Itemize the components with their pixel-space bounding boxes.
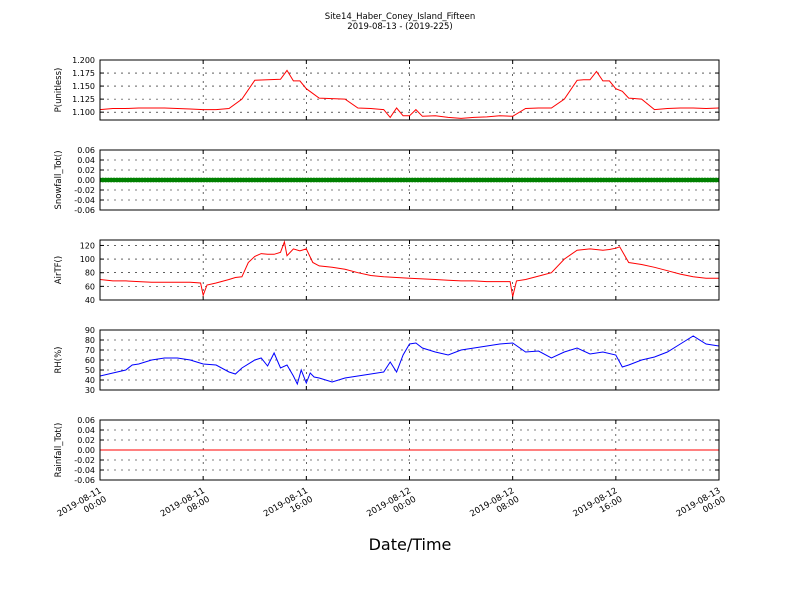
panel-2: -0.06-0.04-0.020.000.020.040.06 Snowfall_…: [54, 146, 720, 215]
y-tick-label: 30: [85, 386, 95, 395]
y-tick-label: 0.04: [77, 426, 95, 435]
series-line-3: [100, 240, 719, 297]
y-tick-label: 60: [85, 282, 95, 291]
chart-panels: 1.100 1.125 1.150 1.175 1.200 P(unitless) -0.0…: [54, 56, 720, 485]
panel-frame: [99, 329, 720, 391]
y-tick-label: -0.02: [74, 186, 95, 195]
y-axis-label: RH(%): [54, 346, 64, 373]
panel-5: -0.06-0.04-0.020.000.020.040.06 Rainfall_…: [54, 416, 720, 485]
y-axis-label: Snowfall_Tot(): [54, 150, 64, 209]
panel-frame: [99, 59, 720, 121]
y-tick-label: 0.00: [77, 176, 95, 185]
figure-title-line2: 2019-08-13 - (2019-225): [347, 22, 452, 32]
y-tick-label: 40: [85, 296, 95, 305]
panel-3: 40 60 80 100 120 AirTF(): [54, 239, 720, 305]
series-line-4: [100, 335, 719, 386]
y-tick-label: -0.04: [74, 466, 95, 475]
y-tick-label: 80: [85, 269, 95, 278]
y-tick-label: 1.200: [72, 56, 95, 65]
y-tick-label: 0.00: [77, 446, 95, 455]
y-tick-label: 120: [80, 241, 95, 250]
y-tick-label: 0.04: [77, 156, 95, 165]
y-tick-label: -0.04: [74, 196, 95, 205]
y-tick-label: -0.02: [74, 456, 95, 465]
x-axis-label: Date/Time: [369, 535, 452, 554]
y-tick-label: 0.02: [77, 166, 95, 175]
figure-title-line1: Site14_Haber_Coney_Island_Fifteen: [325, 12, 476, 22]
y-tick-label: 80: [85, 336, 95, 345]
y-tick-label: 1.100: [72, 108, 95, 117]
y-tick-label: -0.06: [74, 206, 95, 215]
panel-frame: [99, 149, 720, 211]
y-tick-label: -0.06: [74, 476, 95, 485]
y-tick-label: 0.02: [77, 436, 95, 445]
y-tick-label: 1.150: [72, 82, 95, 91]
series-line-1: [100, 69, 719, 119]
y-axis-label: Rainfall_Tot(): [54, 423, 64, 478]
y-tick-label: 90: [85, 326, 95, 335]
y-tick-label: 0.06: [77, 416, 95, 425]
panel-1: 1.100 1.125 1.150 1.175 1.200 P(unitless): [54, 56, 720, 121]
y-tick-label: 1.125: [72, 95, 95, 104]
panel-frame: [99, 419, 720, 481]
y-axis-label: P(unitless): [54, 68, 64, 113]
y-axis-label: AirTF(): [54, 256, 64, 284]
panel-frame: [99, 239, 720, 301]
y-tick-label: 1.175: [72, 69, 95, 78]
y-tick-label: 50: [85, 366, 95, 375]
y-tick-label: 70: [85, 346, 95, 355]
snowfall-point: [716, 177, 719, 183]
y-tick-label: 60: [85, 356, 95, 365]
y-tick-label: 0.06: [77, 146, 95, 155]
y-tick-label: 40: [85, 376, 95, 385]
y-tick-label: 100: [80, 255, 95, 264]
